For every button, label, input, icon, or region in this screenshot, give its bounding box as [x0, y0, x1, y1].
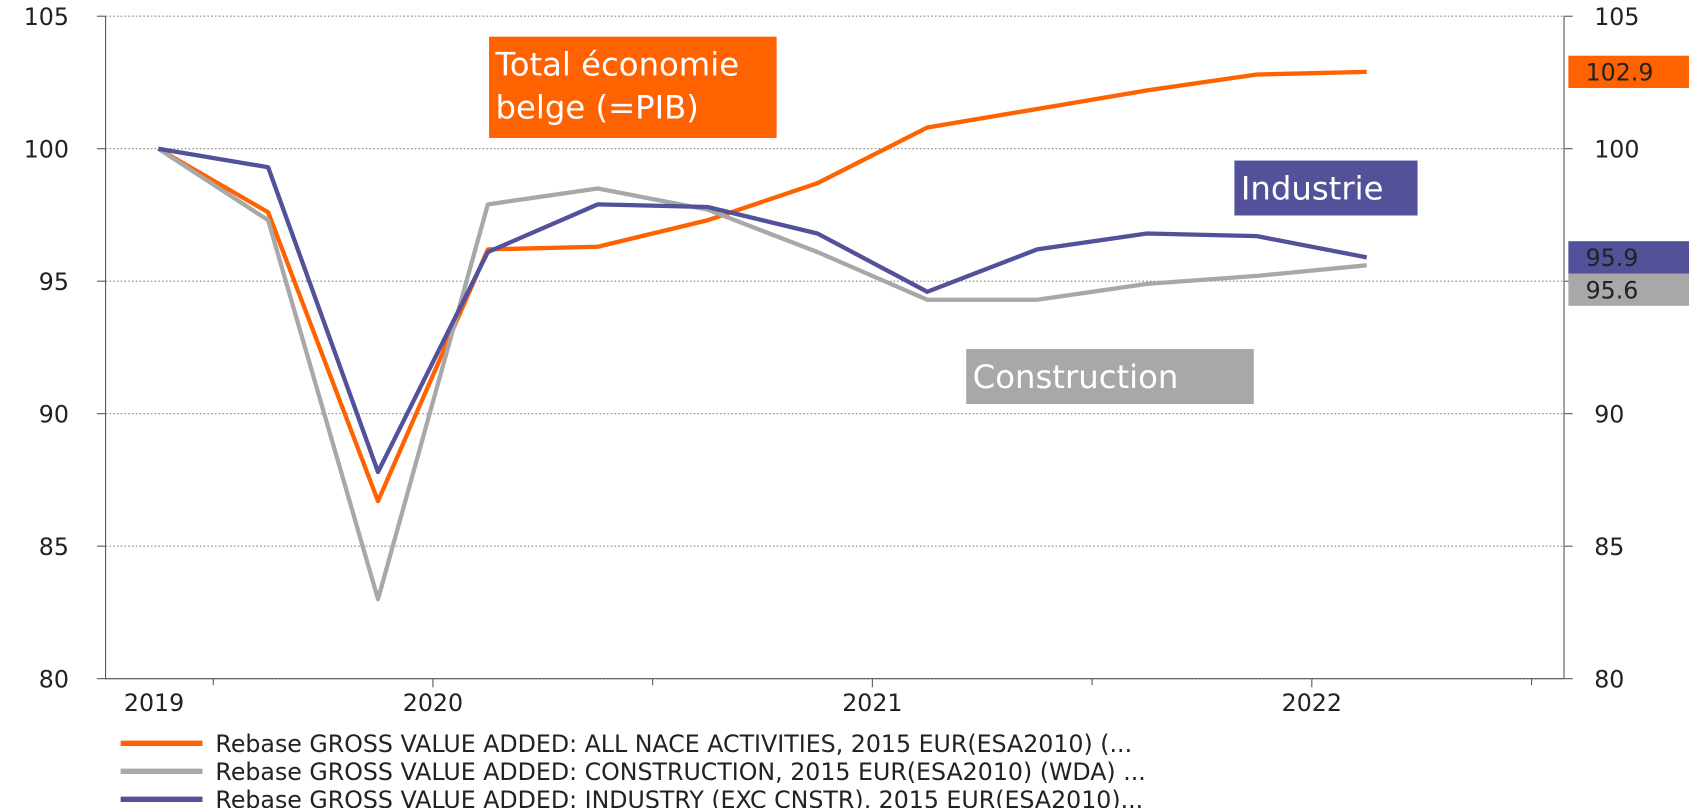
annotation-box — [1234, 160, 1418, 216]
end-label-box — [1568, 241, 1689, 274]
series-line — [157, 146, 1368, 475]
y2-tick-label: 105 — [1594, 3, 1639, 31]
y-tick-label: 95 — [39, 268, 69, 296]
x-tick-label: 2019 — [124, 689, 184, 717]
y2-tick-label: 90 — [1594, 400, 1624, 428]
end-label: 95.6 — [1586, 276, 1639, 304]
y-tick-label: 80 — [39, 665, 69, 693]
legend-label: Rebase GROSS VALUE ADDED: ALL NACE ACTIV… — [215, 730, 1132, 758]
series-line — [157, 146, 1367, 602]
y-tick-label: 100 — [24, 135, 69, 163]
series-line — [157, 69, 1367, 504]
y2-tick-label: 80 — [1594, 665, 1624, 693]
y-tick-label: 85 — [39, 533, 69, 561]
legend-label: Rebase GROSS VALUE ADDED: CONSTRUCTION, … — [215, 758, 1145, 786]
x-tick-label: 2021 — [842, 689, 902, 717]
x-tick-label: 2020 — [403, 689, 463, 717]
y2-tick-label: 85 — [1594, 533, 1624, 561]
annotation: Industrie — [1241, 169, 1384, 207]
y-tick-label: 90 — [39, 400, 69, 428]
annotation-box — [489, 36, 777, 138]
y2-tick-label: 100 — [1594, 135, 1639, 163]
annotation: Construction — [973, 358, 1179, 396]
end-label-box — [1568, 273, 1689, 306]
x-tick-label: 2022 — [1282, 689, 1342, 717]
annotation: belge (=PIB) — [495, 89, 698, 127]
annotation-box — [966, 349, 1254, 404]
annotation: Total économie — [494, 45, 739, 83]
end-label: 102.9 — [1586, 58, 1654, 86]
end-label: 95.9 — [1586, 244, 1639, 272]
legend-label: Rebase GROSS VALUE ADDED: INDUSTRY (EXC … — [215, 786, 1143, 808]
y-tick-label: 105 — [24, 3, 69, 31]
end-label-box — [1568, 55, 1689, 89]
